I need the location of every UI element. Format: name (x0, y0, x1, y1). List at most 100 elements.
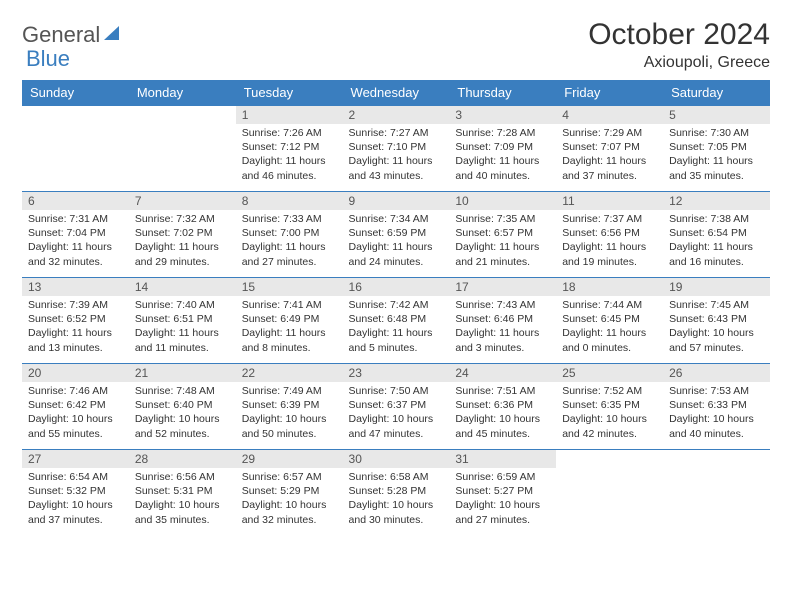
calendar-cell: 12Sunrise: 7:38 AMSunset: 6:54 PMDayligh… (663, 192, 770, 278)
day-number: 7 (129, 192, 236, 210)
calendar-cell: 11Sunrise: 7:37 AMSunset: 6:56 PMDayligh… (556, 192, 663, 278)
day-content: Sunrise: 7:32 AMSunset: 7:02 PMDaylight:… (129, 210, 236, 273)
day-number: 24 (449, 364, 556, 382)
sunrise-text: Sunrise: 7:53 AM (669, 384, 764, 398)
daylight-text: Daylight: 11 hours and 8 minutes. (242, 326, 337, 354)
day-number: 8 (236, 192, 343, 210)
weekday-header: Thursday (449, 80, 556, 106)
logo-sail-icon (102, 23, 122, 48)
sunrise-text: Sunrise: 6:57 AM (242, 470, 337, 484)
calendar-cell: 10Sunrise: 7:35 AMSunset: 6:57 PMDayligh… (449, 192, 556, 278)
day-content: Sunrise: 7:29 AMSunset: 7:07 PMDaylight:… (556, 124, 663, 187)
weekday-header: Tuesday (236, 80, 343, 106)
day-number: 4 (556, 106, 663, 124)
day-number: 25 (556, 364, 663, 382)
calendar-head: Sunday Monday Tuesday Wednesday Thursday… (22, 80, 770, 106)
sunset-text: Sunset: 5:29 PM (242, 484, 337, 498)
sunset-text: Sunset: 5:31 PM (135, 484, 230, 498)
day-number: 21 (129, 364, 236, 382)
sunrise-text: Sunrise: 7:37 AM (562, 212, 657, 226)
day-number: 3 (449, 106, 556, 124)
sunrise-text: Sunrise: 7:48 AM (135, 384, 230, 398)
daylight-text: Daylight: 10 hours and 40 minutes. (669, 412, 764, 440)
day-number: 10 (449, 192, 556, 210)
sunset-text: Sunset: 5:32 PM (28, 484, 123, 498)
daylight-text: Daylight: 11 hours and 3 minutes. (455, 326, 550, 354)
day-number: 16 (343, 278, 450, 296)
day-number: 19 (663, 278, 770, 296)
daylight-text: Daylight: 11 hours and 40 minutes. (455, 154, 550, 182)
day-number: 13 (22, 278, 129, 296)
sunset-text: Sunset: 7:05 PM (669, 140, 764, 154)
sunset-text: Sunset: 7:07 PM (562, 140, 657, 154)
day-content: Sunrise: 7:26 AMSunset: 7:12 PMDaylight:… (236, 124, 343, 187)
day-content: Sunrise: 7:37 AMSunset: 6:56 PMDaylight:… (556, 210, 663, 273)
weekday-header: Saturday (663, 80, 770, 106)
daylight-text: Daylight: 11 hours and 19 minutes. (562, 240, 657, 268)
day-content: Sunrise: 6:59 AMSunset: 5:27 PMDaylight:… (449, 468, 556, 531)
day-number: 12 (663, 192, 770, 210)
location: Axioupoli, Greece (588, 54, 770, 72)
day-number: 1 (236, 106, 343, 124)
calendar-cell: 19Sunrise: 7:45 AMSunset: 6:43 PMDayligh… (663, 278, 770, 364)
calendar-cell: 5Sunrise: 7:30 AMSunset: 7:05 PMDaylight… (663, 106, 770, 192)
sunset-text: Sunset: 6:35 PM (562, 398, 657, 412)
day-content: Sunrise: 7:45 AMSunset: 6:43 PMDaylight:… (663, 296, 770, 359)
calendar-body: 1Sunrise: 7:26 AMSunset: 7:12 PMDaylight… (22, 106, 770, 536)
day-content: Sunrise: 7:48 AMSunset: 6:40 PMDaylight:… (129, 382, 236, 445)
weekday-header: Friday (556, 80, 663, 106)
calendar-cell: 6Sunrise: 7:31 AMSunset: 7:04 PMDaylight… (22, 192, 129, 278)
sunset-text: Sunset: 6:54 PM (669, 226, 764, 240)
day-content: Sunrise: 7:49 AMSunset: 6:39 PMDaylight:… (236, 382, 343, 445)
sunrise-text: Sunrise: 7:44 AM (562, 298, 657, 312)
sunrise-text: Sunrise: 7:40 AM (135, 298, 230, 312)
month-title: October 2024 (588, 18, 770, 52)
daylight-text: Daylight: 11 hours and 35 minutes. (669, 154, 764, 182)
header: General October 2024 Axioupoli, Greece (22, 18, 770, 72)
calendar-row: 6Sunrise: 7:31 AMSunset: 7:04 PMDaylight… (22, 192, 770, 278)
daylight-text: Daylight: 11 hours and 5 minutes. (349, 326, 444, 354)
sunrise-text: Sunrise: 6:58 AM (349, 470, 444, 484)
calendar-cell: 3Sunrise: 7:28 AMSunset: 7:09 PMDaylight… (449, 106, 556, 192)
day-content: Sunrise: 7:44 AMSunset: 6:45 PMDaylight:… (556, 296, 663, 359)
calendar-cell (22, 106, 129, 192)
daylight-text: Daylight: 10 hours and 27 minutes. (455, 498, 550, 526)
day-number: 15 (236, 278, 343, 296)
calendar-cell: 7Sunrise: 7:32 AMSunset: 7:02 PMDaylight… (129, 192, 236, 278)
daylight-text: Daylight: 11 hours and 16 minutes. (669, 240, 764, 268)
daylight-text: Daylight: 11 hours and 37 minutes. (562, 154, 657, 182)
daylight-text: Daylight: 10 hours and 45 minutes. (455, 412, 550, 440)
day-content: Sunrise: 7:52 AMSunset: 6:35 PMDaylight:… (556, 382, 663, 445)
sunrise-text: Sunrise: 7:39 AM (28, 298, 123, 312)
day-number: 9 (343, 192, 450, 210)
sunset-text: Sunset: 7:12 PM (242, 140, 337, 154)
sunset-text: Sunset: 6:59 PM (349, 226, 444, 240)
day-number: 14 (129, 278, 236, 296)
daylight-text: Daylight: 11 hours and 32 minutes. (28, 240, 123, 268)
calendar-cell: 14Sunrise: 7:40 AMSunset: 6:51 PMDayligh… (129, 278, 236, 364)
calendar-cell: 24Sunrise: 7:51 AMSunset: 6:36 PMDayligh… (449, 364, 556, 450)
sunset-text: Sunset: 6:57 PM (455, 226, 550, 240)
day-number: 31 (449, 450, 556, 468)
sunset-text: Sunset: 5:28 PM (349, 484, 444, 498)
calendar-row: 13Sunrise: 7:39 AMSunset: 6:52 PMDayligh… (22, 278, 770, 364)
sunrise-text: Sunrise: 7:32 AM (135, 212, 230, 226)
daylight-text: Daylight: 10 hours and 32 minutes. (242, 498, 337, 526)
calendar-cell: 8Sunrise: 7:33 AMSunset: 7:00 PMDaylight… (236, 192, 343, 278)
sunset-text: Sunset: 6:51 PM (135, 312, 230, 326)
sunrise-text: Sunrise: 7:35 AM (455, 212, 550, 226)
day-number: 11 (556, 192, 663, 210)
sunset-text: Sunset: 7:04 PM (28, 226, 123, 240)
day-content: Sunrise: 7:33 AMSunset: 7:00 PMDaylight:… (236, 210, 343, 273)
sunrise-text: Sunrise: 7:43 AM (455, 298, 550, 312)
daylight-text: Daylight: 10 hours and 42 minutes. (562, 412, 657, 440)
weekday-header: Sunday (22, 80, 129, 106)
calendar-cell: 9Sunrise: 7:34 AMSunset: 6:59 PMDaylight… (343, 192, 450, 278)
day-content: Sunrise: 7:51 AMSunset: 6:36 PMDaylight:… (449, 382, 556, 445)
calendar-cell: 22Sunrise: 7:49 AMSunset: 6:39 PMDayligh… (236, 364, 343, 450)
sunset-text: Sunset: 7:02 PM (135, 226, 230, 240)
sunrise-text: Sunrise: 7:51 AM (455, 384, 550, 398)
day-number: 18 (556, 278, 663, 296)
calendar-cell: 25Sunrise: 7:52 AMSunset: 6:35 PMDayligh… (556, 364, 663, 450)
sunset-text: Sunset: 6:56 PM (562, 226, 657, 240)
